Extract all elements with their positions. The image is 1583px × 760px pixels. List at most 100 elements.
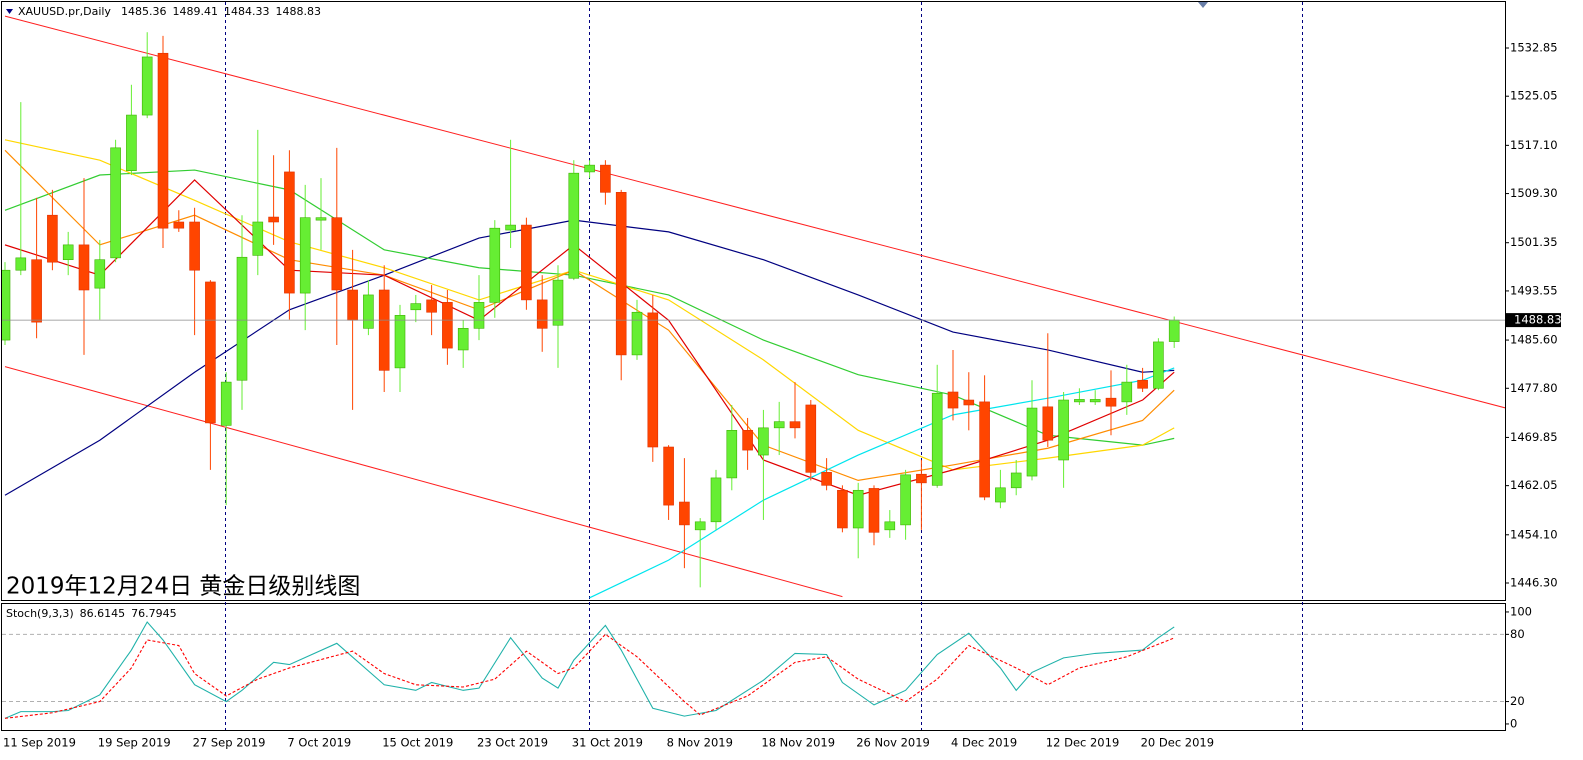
shift-marker xyxy=(1198,2,1208,8)
x-tick-label: 23 Oct 2019 xyxy=(477,736,548,750)
y-tick-label: 80 xyxy=(1510,627,1525,641)
candle-body xyxy=(157,52,169,229)
stoch-title: Stoch(9,3,3) xyxy=(6,607,74,620)
candle-body xyxy=(1042,406,1054,441)
candle-body xyxy=(868,488,880,533)
candle-body xyxy=(473,302,485,329)
candle-body xyxy=(1153,341,1164,389)
candle-body xyxy=(15,257,27,271)
y-tick-label: 1469.85 xyxy=(1510,430,1558,444)
candle-body xyxy=(947,391,959,409)
stoch-line xyxy=(4,621,1175,719)
candle-body xyxy=(1168,319,1180,342)
x-tick-label: 18 Nov 2019 xyxy=(761,736,835,750)
candle-body xyxy=(758,427,769,456)
candle-body xyxy=(789,421,801,429)
candle-body xyxy=(521,224,532,301)
x-tick-label: 20 Dec 2019 xyxy=(1141,736,1214,750)
candle-body xyxy=(884,521,896,531)
y-tick-label: 1485.60 xyxy=(1510,333,1558,347)
x-tick-label: 27 Sep 2019 xyxy=(193,736,266,750)
menu-triangle xyxy=(6,9,13,14)
candle-body xyxy=(647,312,659,448)
candle-body xyxy=(457,328,469,351)
candle-body xyxy=(363,294,374,329)
candle-body xyxy=(94,259,106,289)
y-tick-label: 1477.80 xyxy=(1510,381,1558,395)
y-tick-label: 1509.30 xyxy=(1510,186,1558,200)
candle-body xyxy=(900,474,911,526)
candle-body xyxy=(489,227,501,303)
candle-body xyxy=(110,147,121,259)
candle-body xyxy=(742,430,753,451)
y-tick-label: 1532.85 xyxy=(1510,40,1558,54)
candle-body xyxy=(600,164,611,193)
candle-body xyxy=(331,217,343,291)
candle-body xyxy=(805,404,817,473)
y-tick-label: 100 xyxy=(1510,604,1532,618)
candle-body xyxy=(568,172,580,279)
candle-body xyxy=(1105,397,1117,407)
close-value: 1488.83 xyxy=(275,5,321,18)
candle-body xyxy=(821,472,832,486)
candle-body xyxy=(505,224,516,231)
candle-body xyxy=(347,289,358,321)
candle-body xyxy=(394,315,406,369)
period-separators xyxy=(225,2,1303,730)
candle-body xyxy=(979,401,990,498)
candle-body xyxy=(1026,407,1038,477)
candle-body xyxy=(252,221,264,256)
candle-body xyxy=(442,302,453,349)
candle-body xyxy=(126,114,137,171)
candle-body xyxy=(726,430,738,479)
candle-body xyxy=(615,192,627,356)
stoch-line xyxy=(4,633,1175,719)
candle-body xyxy=(837,489,848,529)
candle-body xyxy=(173,221,185,229)
stoch-plot xyxy=(2,621,1505,719)
x-tick-label: 11 Sep 2019 xyxy=(3,736,76,750)
candle-body xyxy=(679,501,690,526)
x-tick-label: 19 Sep 2019 xyxy=(98,736,171,750)
x-tick-label: 4 Dec 2019 xyxy=(951,736,1017,750)
x-tick-label: 8 Nov 2019 xyxy=(667,736,733,750)
candle-body xyxy=(1058,399,1069,461)
candle-body xyxy=(552,279,564,326)
candle-body xyxy=(47,214,58,263)
candle-body xyxy=(205,281,216,424)
high-value: 1489.41 xyxy=(172,5,218,18)
y-tick-label: 1462.05 xyxy=(1510,478,1558,492)
trend-line xyxy=(4,366,843,598)
candle-body xyxy=(1089,399,1101,403)
trend-line xyxy=(4,15,1505,409)
candle-body xyxy=(995,487,1006,503)
y-tick-label: 1525.05 xyxy=(1510,89,1558,103)
candle-body xyxy=(236,256,248,381)
candle-body xyxy=(694,521,706,531)
x-tick-label: 7 Oct 2019 xyxy=(287,736,351,750)
stoch-signal-value: 76.7945 xyxy=(131,607,177,620)
stoch-panel-frame xyxy=(1,603,1506,731)
candle-body xyxy=(378,289,390,371)
candle-body xyxy=(315,217,327,221)
candle-body xyxy=(268,216,279,223)
y-tick-label: 1501.35 xyxy=(1510,235,1558,249)
candle-body xyxy=(931,392,943,486)
candle-body xyxy=(62,244,74,261)
candle-body xyxy=(852,489,864,529)
annotation: 2019年12月24日 黄金日级别线图 xyxy=(6,574,360,600)
candle-body xyxy=(663,446,674,506)
main-plot xyxy=(2,15,1505,599)
bid-label-box xyxy=(1506,313,1561,328)
candle-body xyxy=(963,399,975,406)
x-tick-label: 15 Oct 2019 xyxy=(382,736,453,750)
main-panel-frame xyxy=(1,1,1506,601)
candle-body xyxy=(299,217,311,294)
candle-body xyxy=(78,244,90,291)
candle-body xyxy=(189,221,200,271)
candle-body xyxy=(284,171,295,294)
stoch-main-value: 86.6145 xyxy=(80,607,126,620)
candle-body xyxy=(141,56,153,116)
y-tick-label: 1446.30 xyxy=(1510,576,1558,590)
